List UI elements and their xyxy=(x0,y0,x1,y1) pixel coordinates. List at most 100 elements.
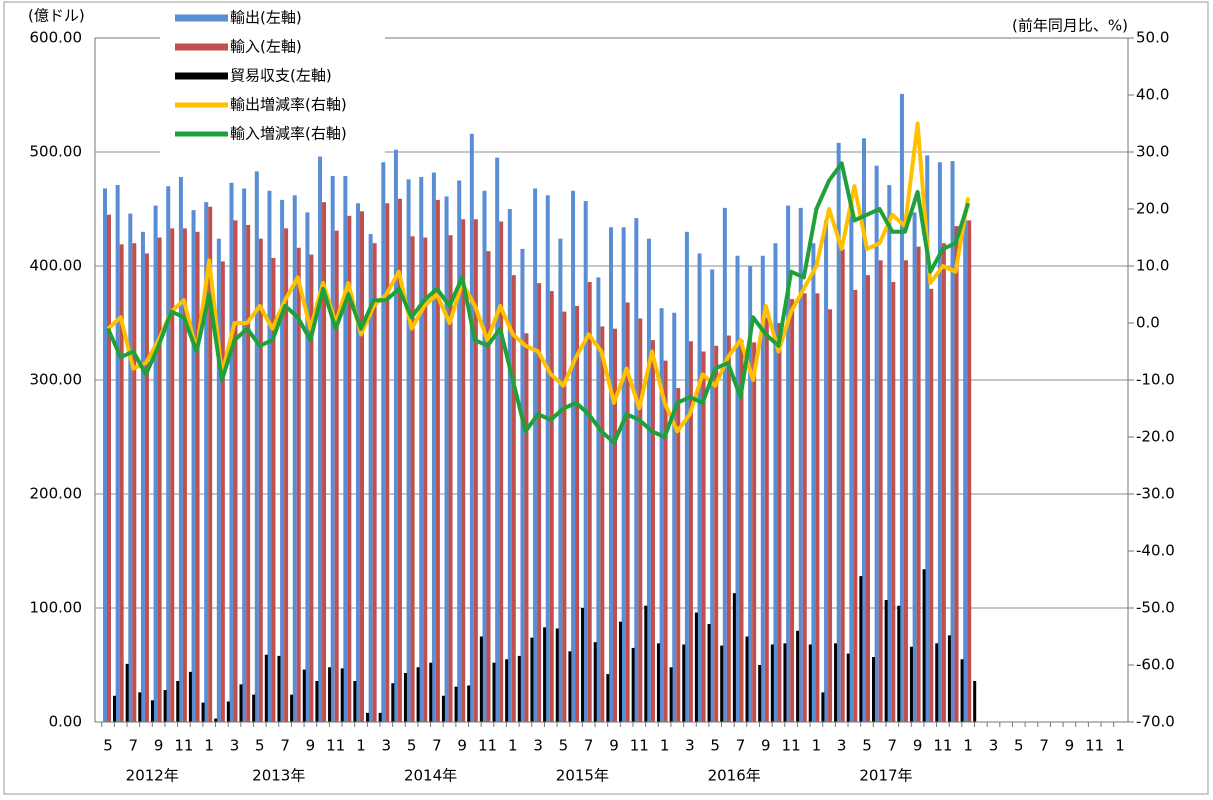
bar xyxy=(891,281,896,722)
bar xyxy=(849,197,854,723)
x-tick-label: 3 xyxy=(230,737,240,755)
bar xyxy=(258,238,263,722)
bar xyxy=(537,283,542,722)
bar xyxy=(872,657,875,722)
bar xyxy=(874,165,879,722)
bar xyxy=(583,201,588,722)
bar xyxy=(922,569,926,722)
bar xyxy=(113,695,116,722)
bar xyxy=(745,636,749,722)
legend-label: 輸出(左軸) xyxy=(230,9,302,27)
bar xyxy=(328,667,332,722)
bar xyxy=(581,608,585,722)
x-tick-label: 7 xyxy=(888,737,898,755)
y-tick-label: 200.00 xyxy=(30,485,83,503)
y2-tick-label: -30.0 xyxy=(1136,485,1175,503)
bar xyxy=(153,205,158,722)
bar xyxy=(726,335,731,722)
bar xyxy=(188,671,192,722)
bar xyxy=(659,308,664,722)
bar xyxy=(593,642,597,722)
y2-tick-label: 20.0 xyxy=(1136,200,1169,218)
bar xyxy=(897,605,901,722)
y2-tick-label: -60.0 xyxy=(1136,656,1175,674)
y2-tick-label: 30.0 xyxy=(1136,143,1169,161)
bar xyxy=(469,133,474,722)
bar xyxy=(204,202,209,722)
line xyxy=(106,121,971,434)
bar xyxy=(758,665,762,722)
bar xyxy=(347,215,352,722)
bar xyxy=(482,190,487,722)
y-tick-label: 0.00 xyxy=(49,713,82,731)
bar xyxy=(815,293,820,722)
x-tick-label: 1 xyxy=(660,737,670,755)
bar xyxy=(524,333,529,722)
bar xyxy=(625,302,630,722)
x-tick-label: 5 xyxy=(862,737,872,755)
bar xyxy=(688,341,693,722)
bar xyxy=(960,659,964,722)
bar xyxy=(444,196,449,722)
bar xyxy=(973,680,977,722)
bar xyxy=(937,162,942,722)
bar xyxy=(562,311,567,722)
year-label: 2012年 xyxy=(126,767,179,785)
bar xyxy=(505,659,509,722)
bar xyxy=(277,655,281,722)
x-tick-label: 9 xyxy=(1065,737,1075,755)
bar xyxy=(710,269,715,722)
bar xyxy=(353,680,357,722)
bar xyxy=(802,293,807,722)
bar xyxy=(125,663,129,722)
bar xyxy=(646,238,651,722)
bar xyxy=(798,207,803,723)
x-tick-label: 9 xyxy=(306,737,316,755)
bar xyxy=(178,177,183,722)
x-tick-label: 5 xyxy=(407,737,417,755)
bar xyxy=(318,156,323,722)
bar xyxy=(119,244,124,722)
bar xyxy=(909,646,913,722)
bar xyxy=(457,180,462,722)
bar xyxy=(406,179,411,723)
year-label: 2013年 xyxy=(252,767,305,785)
bar xyxy=(292,195,297,722)
bar xyxy=(935,643,939,722)
bar xyxy=(929,288,934,722)
x-tick-label: 9 xyxy=(609,737,619,755)
bar xyxy=(811,243,816,722)
x-tick-label: 1 xyxy=(1115,737,1125,755)
bar xyxy=(866,275,870,722)
y2-tick-label: 0.0 xyxy=(1136,314,1160,332)
bar xyxy=(233,220,238,722)
x-tick-label: 7 xyxy=(736,737,746,755)
y2-tick-label: 10.0 xyxy=(1136,257,1169,275)
y-tick-label: 500.00 xyxy=(30,143,83,161)
bar xyxy=(315,680,319,722)
year-label: 2017年 xyxy=(859,767,912,785)
bar xyxy=(722,207,727,723)
bar xyxy=(140,231,145,723)
bar xyxy=(764,317,769,722)
bar xyxy=(366,712,369,722)
x-tick-label: 5 xyxy=(1014,737,1024,755)
y-tick-label: 300.00 xyxy=(30,371,83,389)
bar xyxy=(305,212,310,723)
year-label: 2014年 xyxy=(404,767,457,785)
y2-tick-label: -10.0 xyxy=(1136,371,1175,389)
bar xyxy=(229,182,234,722)
bar xyxy=(600,326,605,722)
bar xyxy=(735,255,740,723)
bar xyxy=(343,175,348,722)
y2-tick-label: 50.0 xyxy=(1136,29,1169,47)
bar xyxy=(419,177,424,722)
x-tick-label: 7 xyxy=(1039,737,1049,755)
bar xyxy=(150,700,154,722)
bar xyxy=(208,206,213,723)
bar xyxy=(492,662,496,722)
bar xyxy=(507,209,512,722)
bar xyxy=(290,694,294,722)
bar xyxy=(435,199,440,722)
x-tick-label: 5 xyxy=(255,737,265,755)
